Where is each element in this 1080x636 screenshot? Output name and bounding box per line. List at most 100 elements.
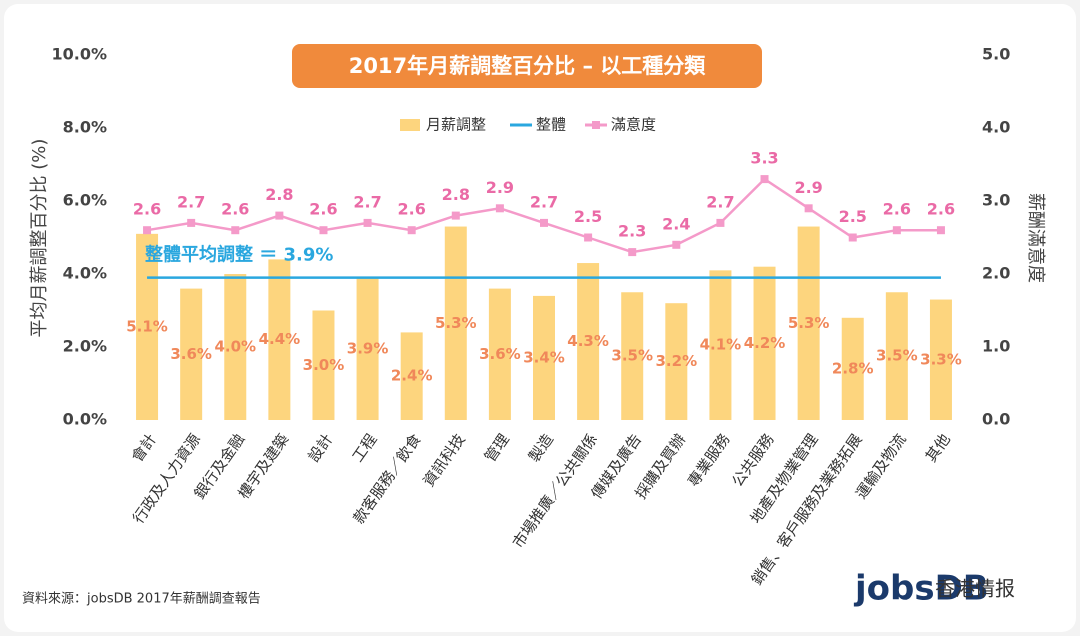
line-value-label: 2.7 <box>706 192 734 211</box>
bar-value-label: 2.4% <box>391 367 433 385</box>
bar-value-label: 5.1% <box>126 317 168 335</box>
line-marker <box>495 204 504 213</box>
bar <box>709 270 732 420</box>
bar <box>797 226 820 420</box>
line-marker <box>716 218 725 227</box>
bar-value-label: 3.2% <box>656 352 698 370</box>
bar-value-label: 3.5% <box>876 347 918 365</box>
line-value-label: 2.6 <box>133 200 161 219</box>
source: 資料來源：jobsDB 2017年薪酬調查報告 <box>22 592 261 607</box>
line-marker <box>407 226 416 235</box>
bar-value-label: 3.9% <box>347 339 389 357</box>
line-marker <box>804 204 813 213</box>
y-tick-label: 6.0% <box>63 191 107 210</box>
y-tick-label: 2.0% <box>63 337 107 356</box>
line-marker <box>231 226 240 235</box>
bar <box>224 274 247 420</box>
legend-label: 整體 <box>536 116 566 134</box>
bar <box>268 259 291 420</box>
bar <box>533 295 555 420</box>
line-marker <box>187 218 196 227</box>
bar-value-label: 4.4% <box>259 330 301 348</box>
line-value-label: 2.7 <box>177 192 205 211</box>
line-value-label: 2.9 <box>794 178 822 197</box>
y-tick-label: 10.0% <box>51 45 107 64</box>
y2-tick-label: 0.0 <box>982 410 1010 429</box>
bar <box>621 292 644 420</box>
line-value-label: 2.8 <box>442 185 470 204</box>
legend-label: 月薪調整 <box>426 116 486 134</box>
y2-axis-label: 薪酬滿意度 <box>1025 193 1046 283</box>
y2-tick-label: 4.0 <box>982 118 1010 137</box>
line-value-label: 2.7 <box>530 192 558 211</box>
line-value-label: 2.5 <box>574 207 602 226</box>
title-box <box>292 44 762 88</box>
y-tick-label: 0.0% <box>63 410 107 429</box>
bar-value-label: 2.8% <box>832 359 874 377</box>
line-value-label: 3.3 <box>750 149 778 168</box>
bar <box>885 292 908 420</box>
bar-value-label: 4.1% <box>700 336 742 354</box>
line-marker <box>936 226 945 235</box>
legend-swatch <box>592 121 600 129</box>
line-value-label: 2.6 <box>398 200 426 219</box>
line-marker <box>319 226 328 235</box>
bar <box>665 303 688 420</box>
legend-swatch <box>400 119 420 131</box>
line-marker <box>143 226 152 235</box>
bar <box>136 233 159 420</box>
line-value-label: 2.4 <box>662 214 690 233</box>
line-marker <box>451 211 460 220</box>
bar-value-label: 4.0% <box>214 338 256 356</box>
bar <box>444 226 467 420</box>
line-value-label: 2.3 <box>618 222 646 241</box>
bar-value-label: 3.6% <box>479 345 521 363</box>
line-marker <box>892 226 901 235</box>
line-marker <box>363 218 372 227</box>
logo: jobsDB <box>853 569 989 609</box>
y2-tick-label: 5.0 <box>982 45 1010 64</box>
bar <box>929 299 952 420</box>
line-marker <box>540 218 548 227</box>
y2-tick-label: 2.0 <box>982 264 1010 283</box>
y2-tick-label: 3.0 <box>982 191 1010 210</box>
line-value-label: 2.6 <box>221 200 249 219</box>
line-value-label: 2.7 <box>353 192 381 211</box>
bar <box>753 266 776 420</box>
line-value-label: 2.6 <box>309 200 337 219</box>
line-value-label: 2.9 <box>486 178 514 197</box>
y-tick-label: 8.0% <box>63 118 107 137</box>
line-value-label: 2.8 <box>265 185 293 204</box>
line-marker <box>760 175 769 184</box>
bar-value-label: 4.2% <box>744 334 786 352</box>
reference-annotation: 整體平均調整 ＝ 3.9% <box>144 244 333 266</box>
bar-value-label: 5.3% <box>435 314 477 332</box>
bar-value-label: 4.3% <box>567 332 609 350</box>
bar <box>841 317 864 420</box>
line-marker <box>672 240 681 249</box>
bar-value-label: 3.0% <box>303 356 345 374</box>
bar <box>356 277 379 420</box>
chart-title: 2017年月薪調整百分比 – 以工種分類 <box>349 54 707 78</box>
line-marker <box>275 211 284 220</box>
bar-value-label: 3.5% <box>611 347 653 365</box>
line-value-label: 2.6 <box>927 200 955 219</box>
line-marker <box>848 233 857 242</box>
bar-value-label: 3.3% <box>920 350 962 368</box>
line-marker <box>584 233 593 242</box>
bar <box>400 332 423 420</box>
y2-tick-label: 1.0 <box>982 337 1010 356</box>
bar-value-label: 5.3% <box>788 314 830 332</box>
bar <box>488 288 511 420</box>
bar-value-label: 3.4% <box>523 348 565 366</box>
y-tick-label: 4.0% <box>63 264 107 283</box>
bar <box>180 288 203 420</box>
watermark: 香港情报 <box>935 577 1015 601</box>
bar-value-label: 3.6% <box>170 345 212 363</box>
bar <box>577 263 600 420</box>
line-value-label: 2.6 <box>883 200 911 219</box>
y-axis-label: 平均月薪調整百分比 (%) <box>29 139 50 338</box>
bar <box>312 310 335 420</box>
legend-label: 滿意度 <box>611 116 656 134</box>
